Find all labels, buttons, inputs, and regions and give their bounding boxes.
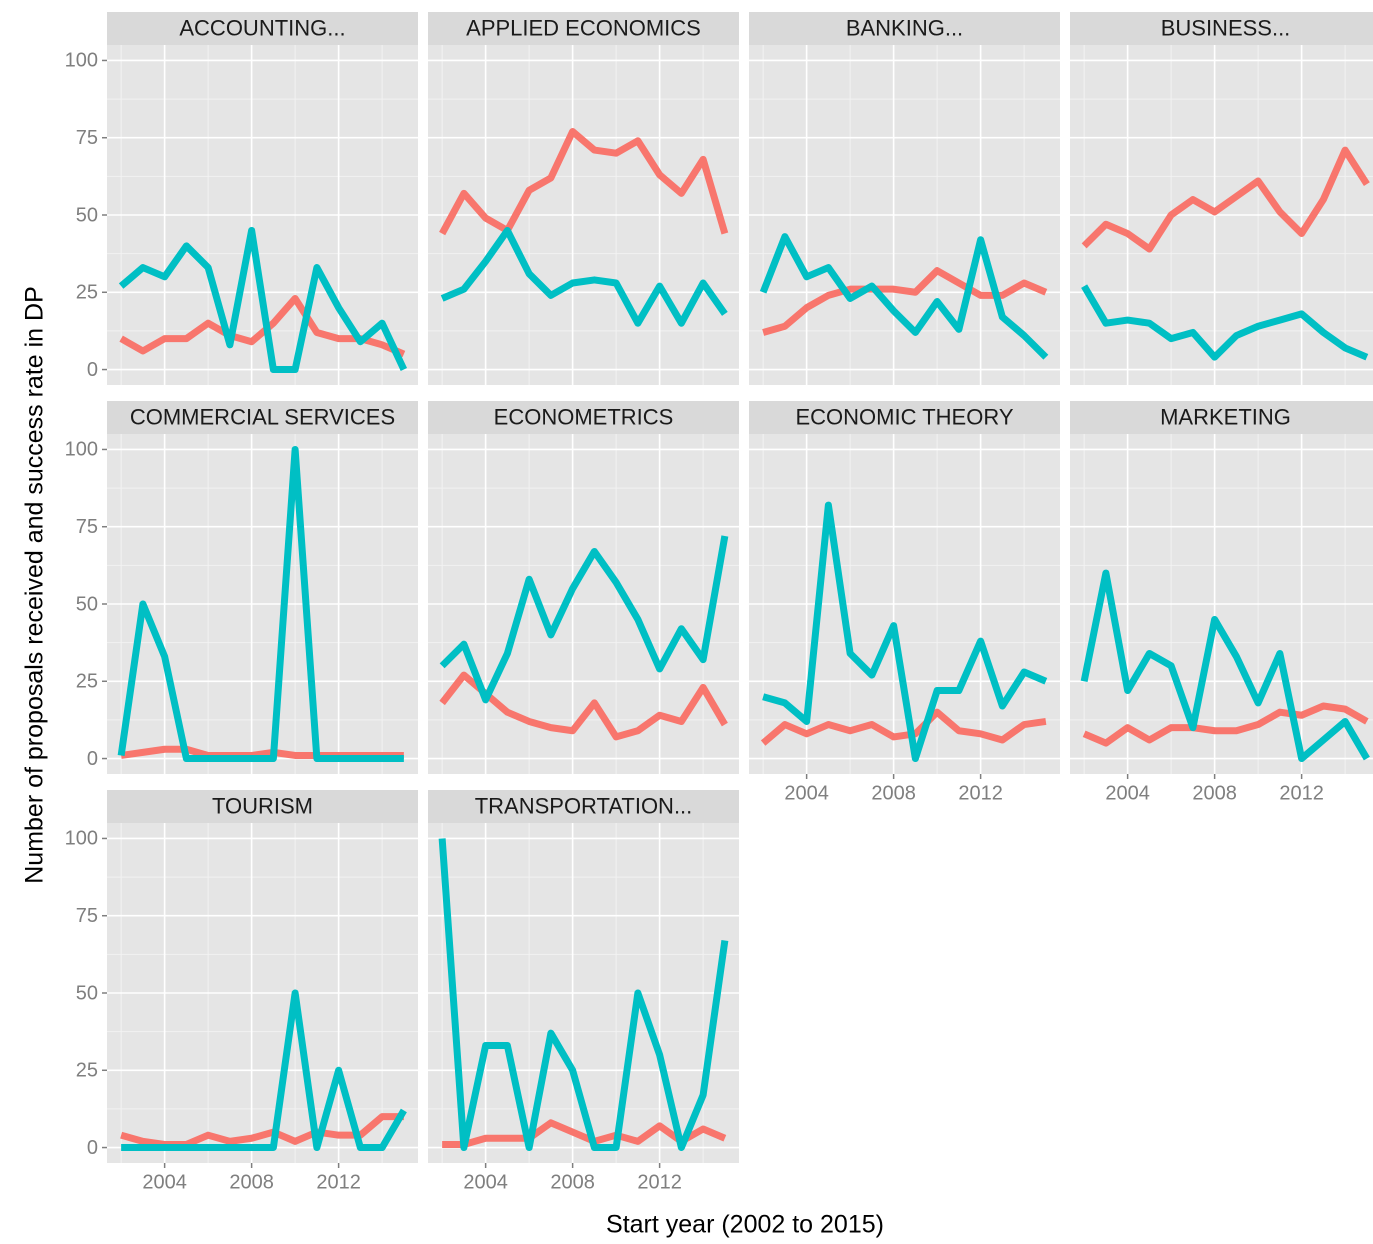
strip	[428, 12, 739, 45]
series-line	[117, 445, 404, 763]
strip	[749, 401, 1060, 434]
x-axis-title: Start year (2002 to 2015)	[606, 1211, 884, 1239]
strip	[107, 12, 418, 45]
strip-title: COMMERCIAL SERVICES	[130, 404, 395, 429]
strip	[107, 401, 418, 434]
y-tick-label: 0	[87, 1137, 98, 1159]
y-tick-label: 50	[76, 204, 98, 226]
series-line	[1081, 284, 1369, 361]
strip-title: APPLIED ECONOMICS	[466, 15, 701, 40]
y-tick-label: 25	[76, 1060, 98, 1082]
strip-title: ECONOMETRICS	[494, 404, 674, 429]
y-axis-title: Number of proposals received and success…	[21, 286, 49, 884]
y-tick-label: 0	[87, 359, 98, 381]
y-tick-label: 100	[65, 439, 98, 461]
x-tick-label: 2008	[229, 1171, 274, 1193]
strip-title: TOURISM	[212, 793, 313, 818]
series-line	[439, 128, 729, 236]
y-tick-label: 0	[87, 748, 98, 770]
strip-title: MARKETING	[1160, 404, 1291, 429]
y-tick-label: 75	[76, 905, 98, 927]
series-line	[759, 233, 1049, 360]
x-tick-label: 2012	[958, 782, 1003, 804]
series-line	[118, 226, 408, 374]
y-tick-label: 50	[76, 593, 98, 615]
series-line	[440, 226, 728, 327]
y-tick-label: 25	[76, 282, 98, 304]
x-tick-label: 2012	[316, 1171, 361, 1193]
x-tick-label: 2004	[784, 782, 829, 804]
y-tick-label: 50	[76, 982, 98, 1004]
strip-title: BUSINESS...	[1161, 15, 1291, 40]
strip	[749, 12, 1060, 45]
series-line	[1081, 146, 1370, 253]
y-tick-label: 75	[76, 127, 98, 149]
x-tick-label: 2008	[1192, 782, 1237, 804]
series-line	[760, 708, 1047, 746]
strip-title: TRANSPORTATION...	[475, 793, 693, 818]
series-line	[121, 989, 407, 1152]
x-tick-label: 2008	[871, 782, 916, 804]
strip	[428, 790, 739, 823]
strip-title: BANKING...	[846, 15, 963, 40]
strip	[1070, 401, 1373, 434]
x-tick-label: 2004	[463, 1171, 508, 1193]
y-tick-label: 100	[65, 50, 98, 72]
series-line	[438, 838, 729, 1152]
strip-title: ECONOMIC THEORY	[796, 404, 1014, 429]
series-line	[1080, 569, 1370, 763]
x-tick-label: 2012	[1279, 782, 1324, 804]
strip	[1070, 12, 1373, 45]
y-tick-label: 75	[76, 516, 98, 538]
x-tick-label: 2008	[550, 1171, 595, 1193]
y-tick-label: 25	[76, 671, 98, 693]
x-tick-label: 2004	[1105, 782, 1150, 804]
series-line	[762, 501, 1048, 763]
y-tick-label: 100	[65, 828, 98, 850]
strip	[107, 790, 418, 823]
x-tick-label: 2012	[637, 1171, 682, 1193]
series-line	[439, 535, 729, 704]
strip	[428, 401, 739, 434]
x-tick-label: 2004	[142, 1171, 187, 1193]
strip-title: ACCOUNTING...	[179, 15, 345, 40]
series-line	[1082, 702, 1369, 747]
